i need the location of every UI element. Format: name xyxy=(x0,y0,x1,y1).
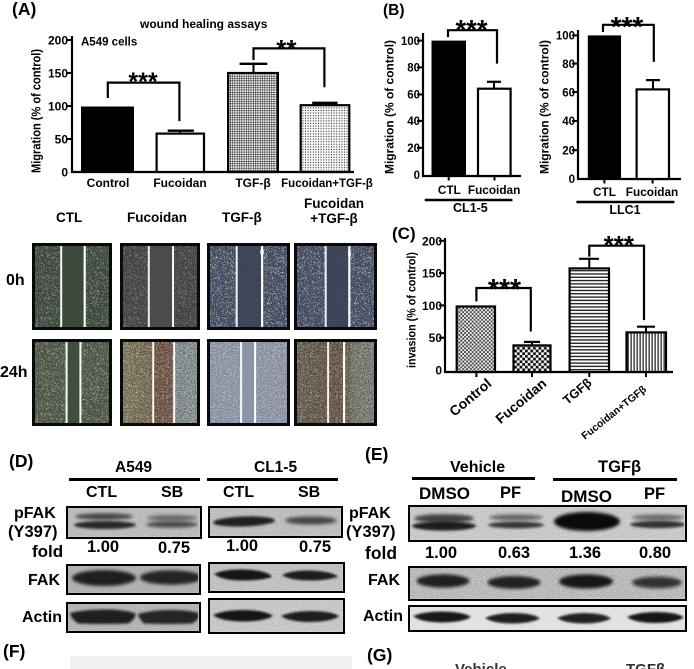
svg-text:LLC1: LLC1 xyxy=(609,203,640,217)
svg-text:CL1-5: CL1-5 xyxy=(453,201,488,215)
svg-text:40: 40 xyxy=(562,116,575,128)
svg-text:100: 100 xyxy=(422,299,442,313)
svg-text:Fucoidan: Fucoidan xyxy=(493,376,550,427)
svg-text:Fucoidan: Fucoidan xyxy=(626,185,678,199)
svg-text:60: 60 xyxy=(562,87,575,99)
svg-text:Fucoidan+TGF-β: Fucoidan+TGF-β xyxy=(281,178,373,190)
svg-text:0: 0 xyxy=(435,364,442,378)
svg-text:Fucoidan: Fucoidan xyxy=(468,183,520,197)
svg-text:CTL: CTL xyxy=(593,185,616,199)
svg-text:200: 200 xyxy=(422,234,442,248)
svg-text:60: 60 xyxy=(407,90,420,102)
svg-text:Fucoidan: Fucoidan xyxy=(153,176,206,190)
svg-text:***: *** xyxy=(488,274,522,306)
svg-text:40: 40 xyxy=(407,116,420,128)
svg-text:20: 20 xyxy=(407,143,420,155)
svg-text:Migration (% of control): Migration (% of control) xyxy=(30,49,44,173)
svg-text:100: 100 xyxy=(401,36,420,48)
svg-text:***: *** xyxy=(128,68,157,96)
svg-text:TGF-β: TGF-β xyxy=(235,176,270,190)
svg-text:**: ** xyxy=(276,34,297,64)
svg-text:CTL: CTL xyxy=(438,183,461,197)
svg-text:***: *** xyxy=(611,11,644,42)
svg-text:Control: Control xyxy=(446,375,494,419)
svg-text:Control: Control xyxy=(87,176,130,190)
svg-text:20: 20 xyxy=(562,145,575,157)
svg-text:Migration (% of control): Migration (% of control) xyxy=(538,40,552,174)
svg-text:invasion (% of control): invasion (% of control) xyxy=(405,252,419,368)
svg-text:200: 200 xyxy=(48,34,68,48)
svg-text:150: 150 xyxy=(48,67,68,81)
svg-text:100: 100 xyxy=(556,31,575,43)
svg-text:0: 0 xyxy=(414,170,420,182)
svg-text:A549 cells: A549 cells xyxy=(81,37,137,49)
svg-text:Migration (% of control): Migration (% of control) xyxy=(383,40,397,174)
svg-text:100: 100 xyxy=(48,100,68,114)
svg-text:80: 80 xyxy=(562,59,575,71)
svg-text:50: 50 xyxy=(55,133,69,147)
svg-text:80: 80 xyxy=(407,63,420,75)
svg-text:150: 150 xyxy=(422,267,442,281)
svg-text:50: 50 xyxy=(429,331,443,345)
svg-text:TGFβ: TGFβ xyxy=(560,375,594,407)
svg-text:***: *** xyxy=(456,14,488,45)
svg-text:***: *** xyxy=(604,230,635,260)
svg-text:0: 0 xyxy=(569,174,575,186)
svg-text:Fucoidan+TGFβ: Fucoidan+TGFβ xyxy=(580,384,649,442)
svg-text:0: 0 xyxy=(61,166,68,180)
